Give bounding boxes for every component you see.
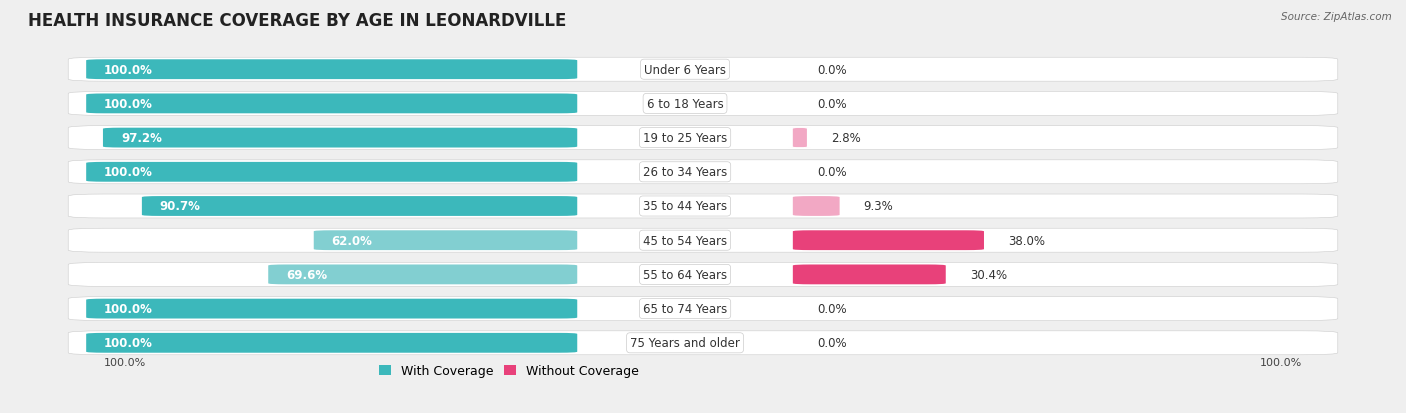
Text: 2.8%: 2.8%	[831, 132, 860, 145]
Text: 100.0%: 100.0%	[104, 64, 153, 76]
Text: Source: ZipAtlas.com: Source: ZipAtlas.com	[1281, 12, 1392, 22]
FancyBboxPatch shape	[69, 229, 1337, 253]
FancyBboxPatch shape	[69, 195, 1337, 218]
FancyBboxPatch shape	[86, 299, 578, 319]
Text: 100.0%: 100.0%	[1260, 357, 1302, 367]
FancyBboxPatch shape	[86, 333, 578, 353]
Text: 65 to 74 Years: 65 to 74 Years	[643, 302, 727, 316]
Text: 100.0%: 100.0%	[104, 302, 153, 316]
Text: 62.0%: 62.0%	[332, 234, 373, 247]
FancyBboxPatch shape	[69, 297, 1337, 321]
Text: 100.0%: 100.0%	[104, 357, 146, 367]
Text: 9.3%: 9.3%	[863, 200, 893, 213]
Text: 0.0%: 0.0%	[817, 302, 846, 316]
Text: 97.2%: 97.2%	[121, 132, 162, 145]
Text: 0.0%: 0.0%	[817, 166, 846, 179]
FancyBboxPatch shape	[86, 162, 578, 182]
Text: 0.0%: 0.0%	[817, 337, 846, 349]
FancyBboxPatch shape	[86, 60, 578, 80]
Text: 38.0%: 38.0%	[1008, 234, 1045, 247]
FancyBboxPatch shape	[69, 92, 1337, 116]
Text: 45 to 54 Years: 45 to 54 Years	[643, 234, 727, 247]
Text: 6 to 18 Years: 6 to 18 Years	[647, 97, 724, 111]
FancyBboxPatch shape	[69, 331, 1337, 355]
Text: 35 to 44 Years: 35 to 44 Years	[643, 200, 727, 213]
Text: 90.7%: 90.7%	[160, 200, 201, 213]
Text: 55 to 64 Years: 55 to 64 Years	[643, 268, 727, 281]
FancyBboxPatch shape	[69, 263, 1337, 287]
Text: 69.6%: 69.6%	[287, 268, 328, 281]
Legend: With Coverage, Without Coverage: With Coverage, Without Coverage	[374, 359, 644, 382]
FancyBboxPatch shape	[69, 160, 1337, 184]
Text: Under 6 Years: Under 6 Years	[644, 64, 725, 76]
FancyBboxPatch shape	[86, 94, 578, 114]
Text: 0.0%: 0.0%	[817, 97, 846, 111]
FancyBboxPatch shape	[793, 197, 839, 216]
FancyBboxPatch shape	[793, 265, 946, 285]
Text: 100.0%: 100.0%	[104, 166, 153, 179]
Text: 26 to 34 Years: 26 to 34 Years	[643, 166, 727, 179]
FancyBboxPatch shape	[142, 197, 578, 216]
FancyBboxPatch shape	[793, 231, 984, 251]
FancyBboxPatch shape	[269, 265, 578, 285]
Text: 19 to 25 Years: 19 to 25 Years	[643, 132, 727, 145]
Text: 75 Years and older: 75 Years and older	[630, 337, 740, 349]
FancyBboxPatch shape	[314, 231, 578, 251]
Text: 100.0%: 100.0%	[104, 97, 153, 111]
FancyBboxPatch shape	[69, 58, 1337, 82]
FancyBboxPatch shape	[69, 126, 1337, 150]
Text: HEALTH INSURANCE COVERAGE BY AGE IN LEONARDVILLE: HEALTH INSURANCE COVERAGE BY AGE IN LEON…	[28, 12, 567, 30]
Text: 0.0%: 0.0%	[817, 64, 846, 76]
FancyBboxPatch shape	[103, 128, 578, 148]
FancyBboxPatch shape	[789, 128, 811, 148]
Text: 100.0%: 100.0%	[104, 337, 153, 349]
Text: 30.4%: 30.4%	[970, 268, 1007, 281]
